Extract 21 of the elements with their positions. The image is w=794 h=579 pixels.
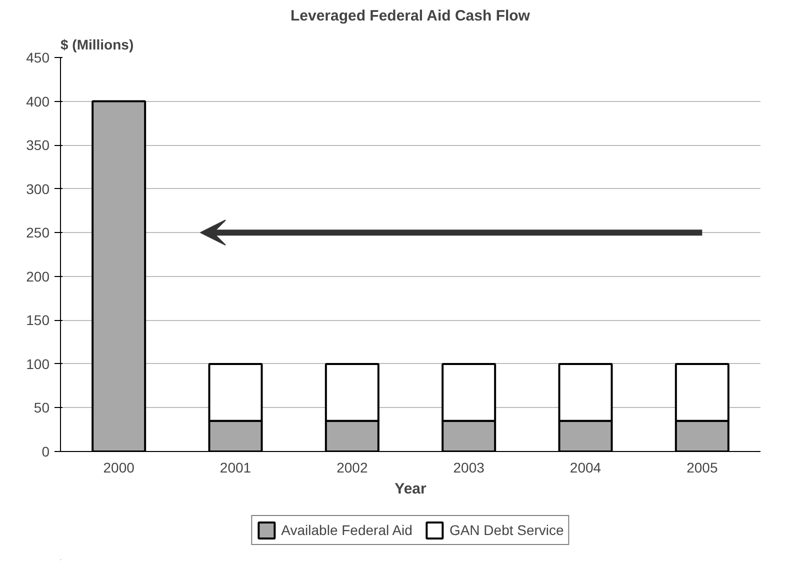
x-tick-label: 2000 bbox=[103, 460, 135, 476]
x-tick-label: 2001 bbox=[220, 460, 252, 476]
y-tick-label: 100 bbox=[26, 356, 50, 372]
x-tick-label: 2005 bbox=[686, 460, 718, 476]
y-tick-label: 50 bbox=[34, 400, 50, 416]
x-tick-label: 2003 bbox=[453, 460, 485, 476]
legend-label: Available Federal Aid bbox=[281, 522, 412, 538]
y-tick-label: 450 bbox=[26, 50, 50, 66]
y-tick-label: 400 bbox=[26, 93, 50, 110]
y-tick-label: 150 bbox=[26, 312, 50, 328]
y-tick-label: 300 bbox=[26, 180, 50, 197]
x-axis-title: Year bbox=[394, 480, 427, 498]
legend-label: GAN Debt Service bbox=[449, 522, 564, 538]
chart-title: Leveraged Federal Aid Cash Flow bbox=[290, 8, 530, 24]
x-tick-label: 2004 bbox=[570, 460, 602, 476]
y-tick-label: 200 bbox=[26, 268, 50, 284]
y-tick-label: 350 bbox=[26, 137, 50, 154]
y-axis-title: $ (Millions) bbox=[60, 36, 134, 52]
y-tick-label: 0 bbox=[42, 444, 50, 460]
y-tick-label: 250 bbox=[26, 224, 50, 241]
x-tick-label: 2002 bbox=[336, 460, 368, 476]
